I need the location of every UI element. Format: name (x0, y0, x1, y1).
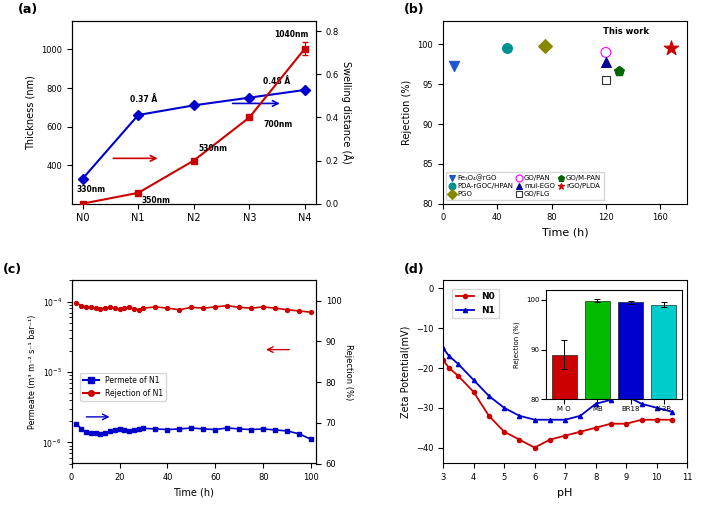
Text: 1040nm: 1040nm (274, 30, 309, 39)
Text: (b): (b) (404, 3, 425, 16)
X-axis label: Time (h): Time (h) (542, 228, 589, 238)
N1 (561, 417, 569, 423)
N1 (546, 417, 554, 423)
Point (600, 76, 611, 84)
N1 (454, 361, 463, 367)
N0 (668, 417, 677, 423)
N1 (591, 401, 600, 407)
N0 (500, 428, 508, 435)
Point (600, 58, 611, 66)
Text: (d): (d) (404, 263, 425, 276)
N1 (622, 393, 631, 399)
N0 (454, 373, 463, 379)
Point (600, 48, 611, 57)
Text: 330nm: 330nm (76, 185, 105, 194)
N1 (531, 417, 539, 423)
Point (539, 42, 551, 50)
N1 (469, 377, 478, 383)
N0 (622, 421, 631, 427)
Legend: Permete of N1, Rejection of N1: Permete of N1, Rejection of N1 (80, 373, 166, 401)
N0 (576, 428, 585, 435)
Legend: Fe₃O₄@rGO, PDA-rGOC/HPAN, PGO, GO/PAN, mul-EGO, GO/FLG, GO/M-PAN, rGO/PLDA: Fe₃O₄@rGO, PDA-rGOC/HPAN, PGO, GO/PAN, m… (447, 172, 604, 200)
Y-axis label: Swelling distance (Å): Swelling distance (Å) (341, 61, 353, 163)
N1 (576, 413, 585, 419)
N1 (606, 397, 615, 403)
N1 (652, 405, 661, 411)
Text: 0.37 Å: 0.37 Å (130, 95, 157, 105)
Legend: N0, N1: N0, N1 (453, 289, 499, 318)
N1 (668, 409, 677, 415)
X-axis label: pH: pH (558, 488, 573, 498)
N0 (531, 444, 539, 451)
Text: 530nm: 530nm (198, 144, 227, 153)
N0 (445, 365, 453, 371)
N0 (515, 437, 523, 443)
N0 (591, 424, 600, 431)
Y-axis label: Rejection (%): Rejection (%) (344, 344, 352, 400)
N0 (546, 437, 554, 443)
Point (665, 44, 677, 53)
N1 (500, 405, 508, 411)
Line: N1: N1 (441, 346, 674, 422)
N0 (485, 413, 493, 419)
Text: (c): (c) (3, 263, 22, 276)
Text: 350nm: 350nm (141, 196, 170, 204)
Text: This work: This work (603, 27, 649, 36)
Y-axis label: Rejection (%): Rejection (%) (402, 79, 412, 145)
X-axis label: Time (h): Time (h) (173, 488, 214, 498)
N0 (439, 357, 448, 363)
N1 (485, 393, 493, 399)
Line: N0: N0 (441, 358, 674, 450)
N0 (561, 433, 569, 439)
Text: 0.48 Å: 0.48 Å (263, 77, 291, 86)
N0 (652, 417, 661, 423)
N1 (445, 353, 453, 359)
N0 (606, 421, 615, 427)
Point (501, 44, 513, 53)
Y-axis label: Thickness (nm): Thickness (nm) (25, 75, 35, 149)
Text: 700nm: 700nm (263, 120, 292, 129)
Text: (a): (a) (18, 3, 38, 16)
N1 (515, 413, 523, 419)
N0 (469, 389, 478, 395)
Point (614, 66, 625, 75)
Point (448, 62, 460, 70)
Y-axis label: Zeta Potential(mV): Zeta Potential(mV) (400, 326, 410, 418)
N0 (637, 417, 646, 423)
N1 (439, 345, 448, 351)
Y-axis label: Permeate (m³ m⁻² s⁻¹ bar⁻¹): Permeate (m³ m⁻² s⁻¹ bar⁻¹) (28, 315, 37, 429)
N1 (637, 401, 646, 407)
